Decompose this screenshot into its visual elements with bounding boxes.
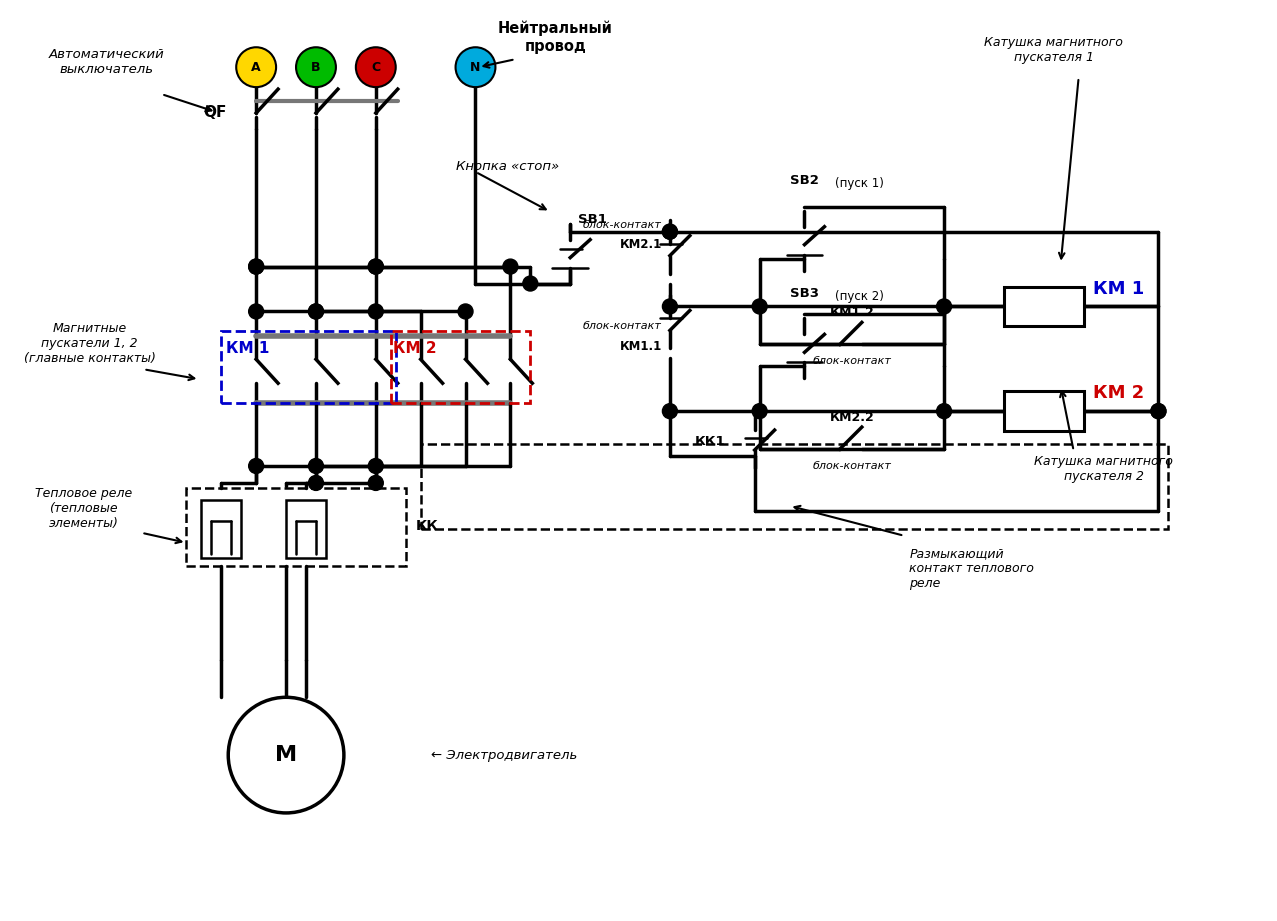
Circle shape xyxy=(458,304,472,319)
Text: КМ2.1: КМ2.1 xyxy=(619,239,661,251)
Circle shape xyxy=(1151,403,1166,419)
Circle shape xyxy=(249,259,263,274)
Text: Тепловое реле
(тепловые
элементы): Тепловое реле (тепловые элементы) xyxy=(34,487,133,530)
Circle shape xyxy=(296,47,336,87)
Circle shape xyxy=(309,459,323,473)
Circle shape xyxy=(309,475,323,490)
Circle shape xyxy=(249,459,263,473)
Circle shape xyxy=(236,47,276,87)
Text: блок-контакт: блок-контакт xyxy=(584,220,661,229)
Bar xyxy=(420,444,1168,529)
Text: SB1: SB1 xyxy=(578,214,607,227)
Circle shape xyxy=(456,47,495,87)
Circle shape xyxy=(522,276,538,291)
Text: КМ2.2: КМ2.2 xyxy=(830,411,875,424)
Text: Катушка магнитного
пускателя 1: Катушка магнитного пускателя 1 xyxy=(985,36,1124,64)
Circle shape xyxy=(663,299,677,314)
Circle shape xyxy=(663,224,677,239)
Text: Размыкающий
контакт теплового
реле: Размыкающий контакт теплового реле xyxy=(909,547,1034,590)
Text: КМ 1: КМ 1 xyxy=(1093,279,1144,297)
Circle shape xyxy=(249,304,263,319)
Circle shape xyxy=(309,304,323,319)
Text: QF: QF xyxy=(203,105,226,120)
Circle shape xyxy=(936,403,951,419)
Circle shape xyxy=(249,259,263,274)
Circle shape xyxy=(368,304,383,319)
Text: КМ1.2: КМ1.2 xyxy=(830,306,875,319)
Text: (пуск 1): (пуск 1) xyxy=(835,178,884,191)
Circle shape xyxy=(752,299,767,314)
Circle shape xyxy=(368,475,383,490)
Bar xyxy=(286,500,326,558)
Circle shape xyxy=(368,459,383,473)
Text: КМ 2: КМ 2 xyxy=(393,342,437,356)
Text: Нейтральный
провод: Нейтральный провод xyxy=(498,21,613,53)
Circle shape xyxy=(936,299,951,314)
Bar xyxy=(391,332,530,403)
Text: КК: КК xyxy=(416,519,438,533)
Circle shape xyxy=(503,259,518,274)
Circle shape xyxy=(1151,403,1166,419)
Circle shape xyxy=(309,304,323,319)
Circle shape xyxy=(752,403,767,419)
Text: КК1: КК1 xyxy=(695,435,725,448)
Bar xyxy=(1004,391,1084,431)
Text: Автоматический
выключатель: Автоматический выключатель xyxy=(49,48,165,76)
Text: Катушка магнитного
пускателя 2: Катушка магнитного пускателя 2 xyxy=(1034,455,1174,483)
Text: ← Электродвигатель: ← Электродвигатель xyxy=(430,749,577,762)
Text: КМ 2: КМ 2 xyxy=(1093,384,1144,402)
Text: A: A xyxy=(252,61,261,74)
Text: B: B xyxy=(312,61,321,74)
Circle shape xyxy=(229,697,344,813)
Circle shape xyxy=(368,259,383,274)
Circle shape xyxy=(663,403,677,419)
Circle shape xyxy=(356,47,396,87)
Text: блок-контакт: блок-контакт xyxy=(812,356,891,367)
Text: блок-контакт: блок-контакт xyxy=(584,321,661,332)
Bar xyxy=(202,500,241,558)
Bar xyxy=(221,332,396,403)
Text: КМ 1: КМ 1 xyxy=(226,342,269,356)
Text: SB2: SB2 xyxy=(790,174,819,187)
Text: Кнопка «стоп»: Кнопка «стоп» xyxy=(456,160,558,173)
Bar xyxy=(1004,286,1084,326)
Bar xyxy=(186,488,406,565)
Text: М: М xyxy=(275,745,298,765)
Text: N: N xyxy=(470,61,480,74)
Text: Магнитные
пускатели 1, 2
(главные контакты): Магнитные пускатели 1, 2 (главные контак… xyxy=(24,321,156,365)
Text: КМ1.1: КМ1.1 xyxy=(619,340,661,353)
Text: SB3: SB3 xyxy=(790,287,819,300)
Text: C: C xyxy=(372,61,381,74)
Text: (пуск 2): (пуск 2) xyxy=(835,290,884,303)
Text: блок-контакт: блок-контакт xyxy=(812,461,891,471)
Circle shape xyxy=(368,259,383,274)
Circle shape xyxy=(663,224,677,239)
